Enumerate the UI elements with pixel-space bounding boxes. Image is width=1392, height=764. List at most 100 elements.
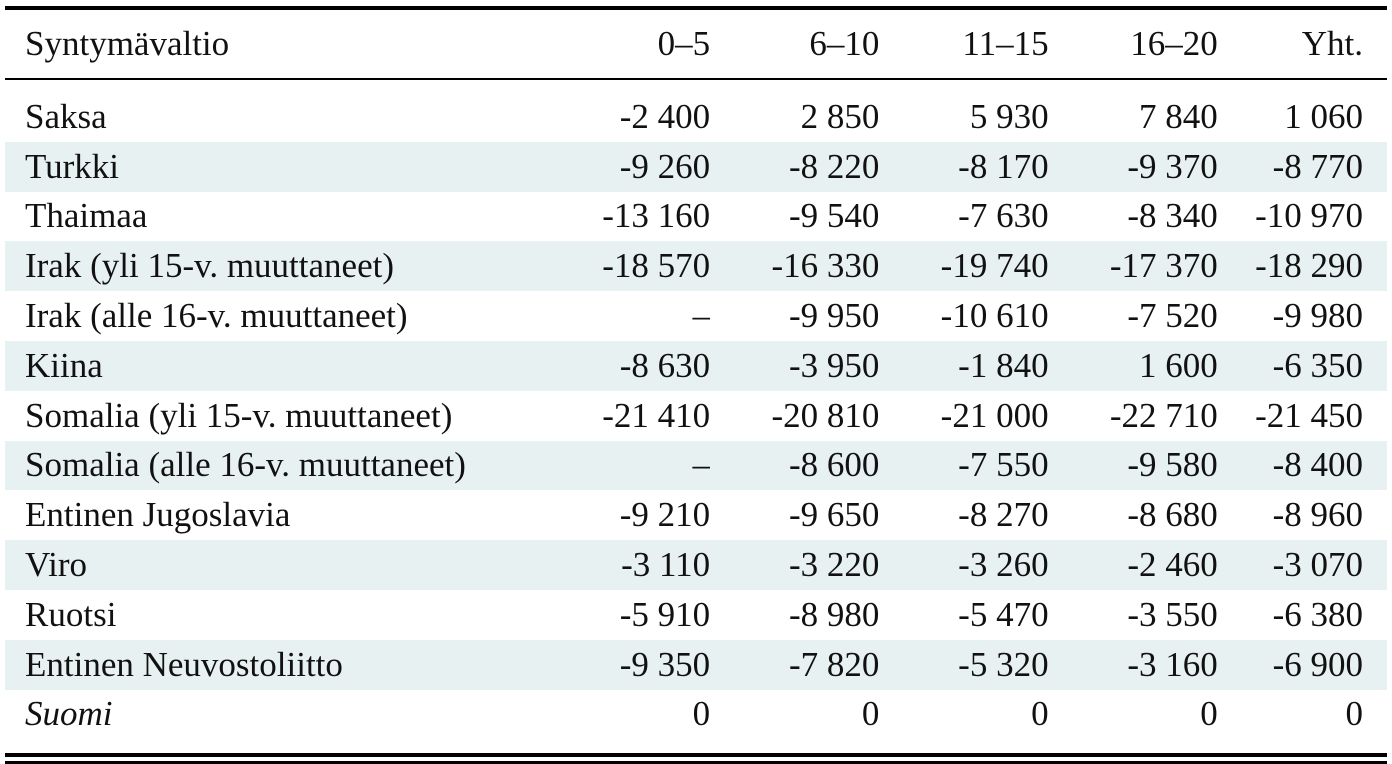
header-col-2: 6–10: [809, 24, 880, 63]
cell-0-5: -2 400: [619, 96, 711, 136]
cell-0-5: -13 160: [602, 196, 711, 236]
cell-6-10: -20 810: [771, 395, 880, 435]
row-country: Irak (yli 15-v. muuttaneet): [5, 241, 578, 292]
cell-11-15: -8 270: [958, 495, 1049, 535]
row-country: Somalia (yli 15-v. muuttaneet): [25, 395, 453, 435]
cell-total: -10 970: [1255, 196, 1363, 236]
cell-16-20: 1 600: [1048, 340, 1218, 391]
cell-0-5: -5 910: [619, 594, 711, 634]
cell-total: -3 070: [1217, 540, 1387, 590]
cell-0-5: -3 110: [577, 540, 711, 590]
cell-11-15: -5 470: [958, 594, 1049, 634]
row-country: Ruotsi: [25, 594, 117, 634]
cell-11-15: -1 840: [879, 340, 1049, 391]
cell-11-15: 0: [1031, 694, 1049, 734]
table-row: Kiina -8 630 -3 950 -1 840 1 600 -6 350: [5, 340, 1387, 391]
cell-6-10: 0: [861, 694, 880, 734]
cell-0-5: -9 210: [619, 495, 711, 535]
header-col-3: 11–15: [962, 24, 1049, 63]
cell-0-5: –: [577, 440, 711, 491]
cell-11-15: -7 550: [879, 440, 1049, 491]
cell-6-10: 2 850: [800, 96, 880, 136]
row-country: Turkki: [5, 141, 578, 192]
cell-16-20: -7 520: [1127, 296, 1218, 336]
header-rule: [5, 78, 1387, 80]
cell-0-5: -9 260: [577, 141, 711, 192]
cell-11-15: -19 740: [879, 241, 1049, 292]
data-table-container: Syntymävaltio 0–5 6–10 11–15 16–20 Yht. …: [5, 6, 1387, 764]
cell-6-10: -8 980: [788, 594, 880, 634]
cell-total: -6 380: [1272, 594, 1363, 634]
row-country-reference: Suomi: [25, 694, 113, 734]
cell-11-15: -8 170: [879, 141, 1049, 192]
cell-total: -6 350: [1217, 340, 1387, 391]
cell-16-20: -22 710: [1109, 395, 1218, 435]
header-col-4: 16–20: [1130, 24, 1218, 63]
row-country: Kiina: [5, 340, 578, 391]
cell-total: 0: [1345, 694, 1364, 734]
cell-16-20: -2 460: [1048, 540, 1218, 590]
cell-0-5: -21 410: [602, 395, 711, 435]
cell-16-20: -9 370: [1048, 141, 1218, 192]
row-country: Viro: [5, 540, 578, 590]
cell-0-5: 0: [692, 694, 711, 734]
cell-11-15: -5 320: [879, 639, 1049, 690]
income-difference-table: Syntymävaltio 0–5 6–10 11–15 16–20 Yht. …: [5, 10, 1387, 739]
cell-16-20: -3 550: [1127, 594, 1218, 634]
cell-total: -8 400: [1217, 440, 1387, 491]
cell-16-20: 7 840: [1139, 96, 1218, 136]
cell-16-20: -8 340: [1127, 196, 1218, 236]
cell-11-15: -7 630: [958, 196, 1049, 236]
table-row: Entinen Jugoslavia -9 210 -9 650 -8 270 …: [5, 490, 1387, 540]
table-body: Saksa -2 400 2 850 5 930 7 840 1 060 Tur…: [5, 80, 1387, 739]
top-rule: [5, 6, 1387, 10]
cell-16-20: -3 160: [1048, 639, 1218, 690]
table-row: Turkki -9 260 -8 220 -8 170 -9 370 -8 77…: [5, 141, 1387, 192]
cell-6-10: -9 540: [788, 196, 880, 236]
cell-11-15: -21 000: [940, 395, 1049, 435]
cell-total: -9 980: [1272, 296, 1363, 336]
table-row: Somalia (alle 16-v. muuttaneet) – -8 600…: [5, 440, 1387, 491]
table-row: Irak (yli 15-v. muuttaneet) -18 570 -16 …: [5, 241, 1387, 292]
cell-6-10: -9 950: [788, 296, 880, 336]
table-row: Viro -3 110 -3 220 -3 260 -2 460 -3 070: [5, 540, 1387, 590]
bottom-rule: [5, 753, 1387, 758]
table-row: Thaimaa -13 160 -9 540 -7 630 -8 340 -10…: [5, 192, 1387, 242]
cell-6-10: -8 600: [710, 440, 880, 491]
cell-11-15: -10 610: [940, 296, 1049, 336]
cell-6-10: -3 220: [710, 540, 880, 590]
cell-total: -18 290: [1217, 241, 1387, 292]
header-row: Syntymävaltio 0–5 6–10 11–15 16–20 Yht.: [5, 10, 1387, 78]
cell-total: -8 770: [1217, 141, 1387, 192]
table-row: Saksa -2 400 2 850 5 930 7 840 1 060: [5, 80, 1387, 142]
cell-6-10: -8 220: [710, 141, 880, 192]
cell-0-5: -18 570: [577, 241, 711, 292]
table-row: Suomi 0 0 0 0 0: [5, 690, 1387, 740]
header-country: Syntymävaltio: [25, 24, 230, 63]
table-row: Somalia (yli 15-v. muuttaneet) -21 410 -…: [5, 391, 1387, 441]
cell-6-10: -3 950: [710, 340, 880, 391]
cell-total: 1 060: [1284, 96, 1363, 136]
cell-11-15: 5 930: [969, 96, 1049, 136]
header-col-total: Yht.: [1301, 24, 1363, 63]
row-country: Entinen Jugoslavia: [25, 495, 291, 535]
cell-6-10: -16 330: [710, 241, 880, 292]
header-col-1: 0–5: [657, 24, 711, 63]
cell-total: -21 450: [1255, 395, 1363, 435]
row-country: Thaimaa: [25, 196, 148, 236]
table-header: Syntymävaltio 0–5 6–10 11–15 16–20 Yht.: [5, 10, 1387, 80]
table-row: Irak (alle 16-v. muuttaneet) – -9 950 -1…: [5, 291, 1387, 341]
cell-0-5: -9 350: [577, 639, 711, 690]
cell-total: -8 960: [1272, 495, 1363, 535]
row-country: Somalia (alle 16-v. muuttaneet): [5, 440, 578, 491]
row-country: Saksa: [25, 96, 107, 136]
cell-11-15: -3 260: [879, 540, 1049, 590]
cell-16-20: -17 370: [1048, 241, 1218, 292]
cell-16-20: 0: [1200, 694, 1218, 734]
cell-16-20: -9 580: [1048, 440, 1218, 491]
cell-0-5: -8 630: [577, 340, 711, 391]
row-country: Irak (alle 16-v. muuttaneet): [25, 296, 408, 336]
cell-16-20: -8 680: [1127, 495, 1218, 535]
cell-6-10: -7 820: [710, 639, 880, 690]
table-row: Ruotsi -5 910 -8 980 -5 470 -3 550 -6 38…: [5, 590, 1387, 640]
